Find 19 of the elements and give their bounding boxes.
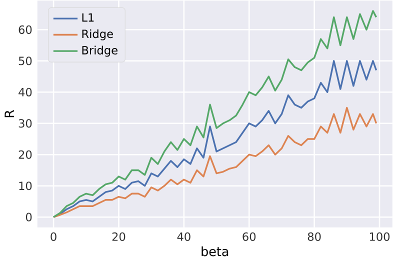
- y-axis-title: R: [4, 110, 14, 118]
- y-tick-label: 0: [26, 212, 32, 222]
- x-tick-label: 0: [50, 232, 56, 241]
- y-tick-label: 10: [19, 182, 32, 190]
- x-tick-label: 80: [308, 232, 321, 241]
- y-tick-label: 60: [18, 25, 32, 34]
- x-axis-title: beta: [202, 246, 228, 256]
- y-tick-label: 30: [18, 119, 32, 128]
- y-tick-label: 40: [18, 88, 32, 96]
- legend-label: Ridge: [82, 29, 113, 40]
- x-tick-label: 60: [242, 232, 256, 241]
- legend-label: Bridge: [82, 46, 118, 57]
- x-tick-label: 100: [370, 232, 390, 241]
- y-tick-label: 50: [18, 56, 32, 66]
- line-series: [52, 10, 378, 218]
- legend-label: L1: [82, 13, 94, 22]
- x-tick-label: 40: [177, 232, 190, 241]
- x-tick-label: 20: [112, 232, 126, 241]
- y-tick-label: 20: [18, 150, 32, 159]
